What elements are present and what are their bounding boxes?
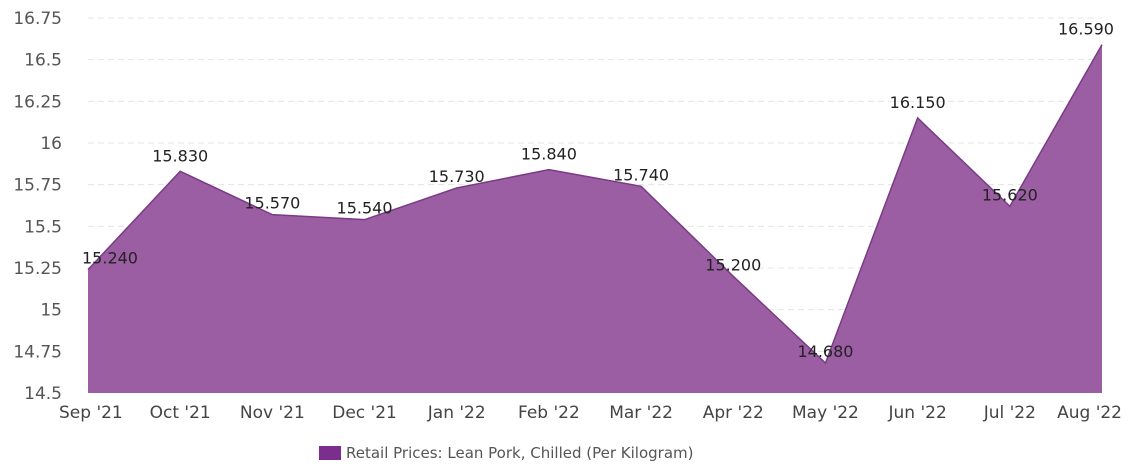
legend-swatch [319, 446, 341, 460]
data-label: 14.680 [797, 342, 853, 361]
data-point[interactable] [915, 115, 921, 121]
y-tick-label: 15 [40, 301, 62, 321]
x-tick-label: Aug '22 [1057, 403, 1122, 423]
x-tick-label: Jul '22 [983, 403, 1036, 423]
x-tick-label: Jan '22 [427, 403, 486, 423]
y-tick-label: 16 [40, 134, 62, 154]
data-label: 15.540 [337, 199, 393, 218]
x-tick-label: Apr '22 [703, 403, 764, 423]
series-line [87, 44, 1103, 365]
data-label: 16.590 [1058, 20, 1114, 39]
y-tick-label: 16.25 [13, 92, 62, 112]
x-tick-label: Feb '22 [518, 403, 580, 423]
data-label: 15.830 [152, 146, 208, 165]
area-series [87, 42, 1105, 394]
legend-label: Retail Prices: Lean Pork, Chilled (Per K… [346, 444, 693, 462]
data-point[interactable] [546, 167, 552, 173]
y-tick-label: 14.5 [24, 384, 62, 404]
y-tick-label: 15.5 [24, 217, 62, 237]
x-tick-label: Jun '22 [887, 403, 946, 423]
area-fill [88, 44, 1102, 394]
data-label: 16.150 [890, 93, 946, 112]
data-label: 15.200 [705, 255, 761, 274]
y-tick-label: 16.75 [13, 9, 62, 29]
x-tick-label: May '22 [792, 403, 859, 423]
x-axis: Sep '21 Oct '21 Nov '21 Dec '21 Jan '22 Feb '… [59, 403, 1122, 423]
data-label: 15.730 [429, 167, 485, 186]
data-label: 15.570 [244, 194, 300, 213]
data-label: 15.620 [982, 185, 1038, 204]
y-tick-label: 14.75 [13, 342, 62, 362]
y-axis: 14.5 14.75 15 15.25 15.5 15.75 16 16.25 16.5 16.7… [13, 9, 62, 404]
y-tick-label: 15.75 [13, 176, 62, 196]
data-label: 15.740 [613, 165, 669, 184]
y-tick-label: 16.5 [24, 51, 62, 71]
legend[interactable]: Retail Prices: Lean Pork, Chilled (Per K… [319, 444, 693, 462]
x-tick-label: Nov '21 [240, 403, 305, 423]
y-tick-label: 15.25 [13, 259, 62, 279]
data-label: 15.840 [521, 145, 577, 164]
data-labels: 15.240 15.830 15.570 15.540 15.730 15.840 15.7… [82, 20, 1114, 361]
data-point[interactable] [1099, 42, 1105, 48]
x-tick-label: Sep '21 [59, 403, 123, 423]
data-point[interactable] [177, 168, 183, 174]
x-tick-label: Oct '21 [150, 403, 211, 423]
x-tick-label: Mar '22 [609, 403, 673, 423]
x-tick-label: Dec '21 [332, 403, 397, 423]
data-label: 15.240 [82, 249, 138, 268]
